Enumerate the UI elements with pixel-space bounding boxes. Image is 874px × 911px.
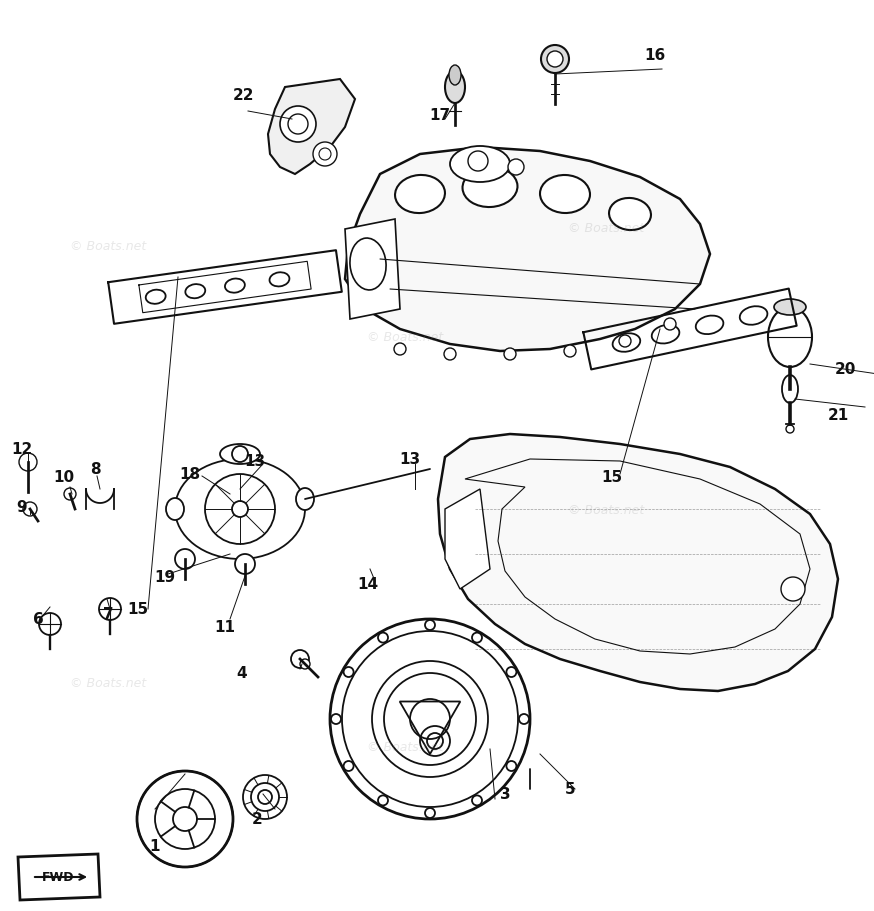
Ellipse shape	[445, 72, 465, 104]
Circle shape	[343, 667, 354, 677]
Circle shape	[319, 148, 331, 161]
Circle shape	[23, 503, 37, 517]
Circle shape	[506, 762, 517, 771]
Ellipse shape	[450, 147, 510, 183]
Ellipse shape	[350, 239, 386, 291]
Circle shape	[232, 446, 248, 463]
Ellipse shape	[782, 375, 798, 404]
Circle shape	[664, 319, 676, 331]
Circle shape	[472, 795, 482, 805]
Circle shape	[378, 633, 388, 643]
Circle shape	[506, 667, 517, 677]
Ellipse shape	[166, 498, 184, 520]
Text: 19: 19	[155, 570, 176, 585]
Text: 4: 4	[237, 666, 247, 681]
Circle shape	[175, 549, 195, 569]
Ellipse shape	[768, 308, 812, 368]
Text: 3: 3	[500, 786, 510, 802]
Text: 10: 10	[53, 470, 74, 485]
Text: FWD: FWD	[42, 871, 74, 884]
Circle shape	[547, 52, 563, 68]
Text: 1: 1	[149, 839, 160, 854]
Polygon shape	[268, 80, 355, 175]
Ellipse shape	[540, 176, 590, 214]
Text: 16: 16	[644, 47, 666, 63]
Circle shape	[472, 633, 482, 643]
Circle shape	[291, 650, 309, 669]
Text: 12: 12	[11, 442, 32, 457]
Ellipse shape	[395, 176, 445, 214]
Text: © Boats.net: © Boats.net	[367, 331, 443, 343]
Text: 21: 21	[828, 407, 849, 422]
Text: 15: 15	[601, 470, 622, 485]
Polygon shape	[18, 854, 100, 900]
Text: 8: 8	[90, 462, 101, 477]
Text: 5: 5	[565, 782, 575, 796]
Text: © Boats.net: © Boats.net	[568, 221, 644, 234]
Ellipse shape	[609, 199, 651, 230]
Text: 6: 6	[32, 612, 44, 627]
Text: 18: 18	[179, 467, 200, 482]
Text: 7: 7	[102, 607, 114, 622]
Circle shape	[541, 46, 569, 74]
Circle shape	[232, 501, 248, 517]
Ellipse shape	[296, 488, 314, 510]
Text: 11: 11	[214, 619, 235, 635]
Polygon shape	[445, 489, 490, 589]
Circle shape	[504, 349, 516, 361]
Circle shape	[19, 454, 37, 472]
Text: © Boats.net: © Boats.net	[367, 741, 443, 753]
Text: 20: 20	[835, 362, 856, 377]
Text: 15: 15	[128, 602, 149, 617]
Circle shape	[564, 345, 576, 358]
Circle shape	[444, 349, 456, 361]
Circle shape	[288, 115, 308, 135]
Polygon shape	[345, 220, 400, 320]
Circle shape	[313, 143, 337, 167]
Circle shape	[508, 159, 524, 176]
Ellipse shape	[220, 445, 260, 465]
Circle shape	[300, 660, 310, 670]
Text: 9: 9	[17, 500, 27, 515]
Text: 14: 14	[357, 577, 378, 592]
Circle shape	[64, 488, 76, 500]
Text: © Boats.net: © Boats.net	[70, 240, 146, 252]
Text: 17: 17	[429, 107, 451, 122]
Polygon shape	[438, 435, 838, 691]
Circle shape	[378, 795, 388, 805]
Circle shape	[519, 714, 529, 724]
Circle shape	[280, 107, 316, 143]
Text: 22: 22	[232, 87, 253, 102]
Circle shape	[394, 343, 406, 355]
Text: 13: 13	[245, 454, 266, 469]
Circle shape	[781, 578, 805, 601]
Text: © Boats.net: © Boats.net	[70, 677, 146, 690]
Circle shape	[468, 152, 488, 172]
Circle shape	[331, 714, 341, 724]
Circle shape	[786, 425, 794, 434]
Circle shape	[343, 762, 354, 771]
Text: 13: 13	[399, 452, 420, 467]
Circle shape	[425, 808, 435, 818]
Circle shape	[619, 335, 631, 348]
Text: © Boats.net: © Boats.net	[568, 504, 644, 517]
Polygon shape	[345, 148, 710, 352]
Circle shape	[425, 620, 435, 630]
Circle shape	[235, 555, 255, 574]
Ellipse shape	[462, 168, 517, 208]
Ellipse shape	[774, 300, 806, 315]
Text: 2: 2	[252, 812, 262, 826]
Ellipse shape	[449, 66, 461, 86]
